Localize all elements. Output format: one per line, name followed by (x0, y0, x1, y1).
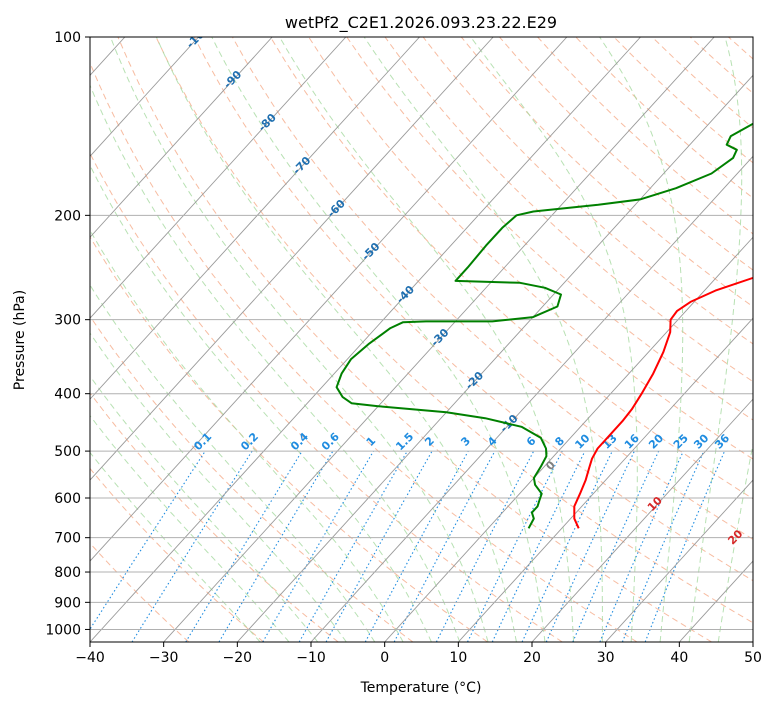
x-tick-label: 10 (449, 650, 467, 666)
x-axis-title: Temperature (°C) (360, 680, 482, 696)
moist-adiabat-line (155, 37, 517, 642)
moist-adiabat-line (90, 332, 347, 642)
mixing-ratio-line (435, 450, 535, 642)
isotherm-line (90, 37, 199, 157)
isotherm-line (384, 236, 753, 642)
moist-adiabat-line (90, 229, 404, 642)
dry-adiabat-line (346, 37, 753, 421)
mixing-ratio-line (621, 450, 705, 642)
moist-adiabat-line (599, 37, 684, 642)
dry-adiabat-line (155, 37, 753, 624)
dewpoint-profile-line (335, 122, 753, 529)
moist-adiabat-line (110, 37, 489, 642)
mixing-ratio-line (393, 450, 496, 642)
mixing-ratio-line (325, 450, 433, 642)
mixing-ratio-line (90, 450, 206, 631)
temperature-profile-line (573, 276, 753, 529)
moist-adiabat-line (90, 164, 432, 642)
isotherm-line (163, 37, 715, 642)
x-tick-label: −20 (223, 650, 253, 666)
dry-adiabat-line (90, 235, 488, 642)
x-axis-ticks: −40 −30 −20 −10 0 10 20 30 40 50 (75, 642, 762, 666)
x-tick-label: −40 (75, 650, 105, 666)
dry-adiabat-line (90, 152, 563, 642)
isotherm-line (90, 37, 273, 238)
mixing-ratio-line (467, 450, 563, 642)
y-tick-label: 1000 (45, 622, 81, 638)
dry-adiabat-line (90, 542, 190, 642)
sounding-series (335, 122, 753, 529)
moist-adiabat-line (211, 37, 546, 642)
x-tick-label: 0 (380, 650, 389, 666)
isotherm-line (90, 37, 641, 642)
isotherm-line (310, 155, 753, 642)
plot-frame (89, 36, 754, 643)
x-tick-label: −10 (296, 650, 326, 666)
isotherm-line (90, 37, 347, 319)
y-tick-label: 600 (54, 491, 81, 507)
y-tick-label: 300 (54, 313, 81, 329)
isotherm-line (531, 398, 753, 642)
isotherm-line (605, 479, 753, 642)
dry-adiabat-line (90, 467, 264, 642)
isotherm-line (90, 37, 420, 400)
moist-adiabat-line (470, 37, 638, 642)
y-tick-label: 700 (54, 531, 81, 547)
mixing-ratio-line (572, 450, 660, 642)
mixing-ratio-line (298, 450, 408, 642)
y-tick-label: 500 (54, 444, 81, 460)
dry-adiabat-line (308, 37, 753, 460)
chart-title: wetPf2_C2E1.2026.093.23.22.E29 (285, 13, 557, 33)
y-tick-label: 400 (54, 387, 81, 403)
x-tick-label: 50 (744, 650, 762, 666)
isotherm-line (90, 37, 568, 562)
isotherm-line (458, 317, 753, 642)
y-tick-label: 200 (54, 208, 81, 224)
mixing-ratio-line (599, 450, 684, 642)
moist-adiabat-line (688, 37, 743, 642)
dry-adiabat-line (90, 392, 339, 642)
moist-adiabat-line (90, 284, 376, 642)
grid-lines (90, 37, 753, 642)
y-tick-label: 900 (54, 595, 81, 611)
y-axis-ticks: 100 200 300 400 500 600 700 800 900 1000 (45, 30, 90, 638)
y-tick-label: 800 (54, 565, 81, 581)
x-tick-label: 20 (523, 650, 541, 666)
moist-adiabat-line (90, 84, 461, 642)
moist-adiabat-line (717, 441, 753, 642)
mixing-ratio-line (131, 450, 253, 642)
x-tick-label: 40 (670, 650, 688, 666)
moist-adiabat-line (90, 375, 319, 642)
y-tick-label: 100 (54, 30, 81, 46)
isotherm-line (90, 37, 494, 481)
x-tick-label: −30 (149, 650, 179, 666)
isotherm-line (237, 74, 753, 642)
mixing-ratio-line (364, 450, 469, 642)
dry-adiabat-line (117, 37, 712, 642)
moist-adiabat-line (90, 451, 261, 642)
y-axis-title: Pressure (hPa) (12, 290, 28, 390)
dry-adiabat-line (193, 37, 753, 582)
moist-adiabat-line (363, 37, 603, 642)
mixing-ratio-line (185, 450, 303, 642)
x-tick-label: 30 (597, 650, 615, 666)
